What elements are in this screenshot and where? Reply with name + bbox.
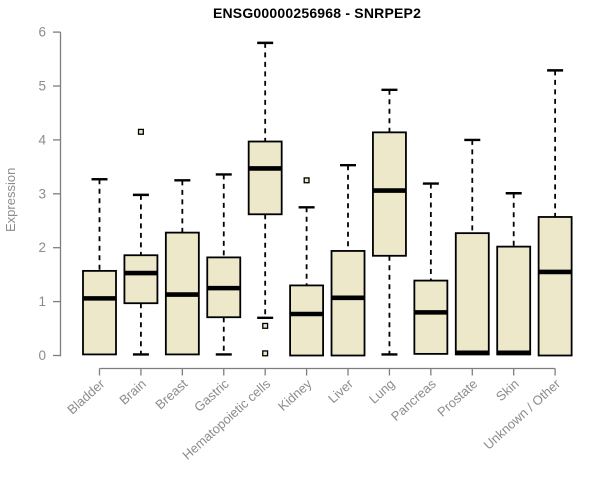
box-rect	[454, 232, 490, 356]
y-tick-label: 5	[38, 79, 46, 94]
box-rect	[372, 131, 407, 257]
x-tick-label: Breast	[152, 376, 190, 413]
box-rect	[247, 140, 283, 216]
box-rect	[330, 250, 366, 357]
y-tick-label: 4	[38, 132, 46, 147]
outlier-point	[262, 322, 269, 329]
chart-title: ENSG00000256968 - SNRPEP2	[212, 5, 422, 21]
x-tick-label: Bladder	[64, 376, 108, 418]
outlier-point	[137, 128, 144, 135]
box-rect	[413, 279, 449, 355]
outlier-point	[303, 177, 310, 184]
y-tick-label: 0	[38, 348, 46, 363]
box-rect	[537, 216, 573, 357]
y-tick-label: 3	[38, 186, 46, 201]
x-tick-label: Unknown / Other	[481, 376, 564, 453]
y-tick-label: 1	[38, 294, 46, 309]
x-tick-label: Kidney	[275, 376, 315, 414]
x-tick-label: Liver	[325, 376, 356, 406]
x-tick-label: Skin	[493, 376, 522, 404]
x-tick-label: Pancreas	[388, 376, 439, 424]
y-tick-label: 6	[38, 25, 46, 40]
outlier-point	[262, 350, 269, 357]
y-tick-label: 2	[38, 240, 46, 255]
box-rect	[289, 284, 325, 357]
x-tick-label: Lung	[366, 376, 398, 406]
box-rect	[123, 254, 159, 305]
x-tick-label: Brain	[116, 376, 149, 407]
box-rect	[82, 269, 117, 356]
box-rect	[496, 245, 532, 356]
x-tick-label: Prostate	[434, 376, 480, 420]
